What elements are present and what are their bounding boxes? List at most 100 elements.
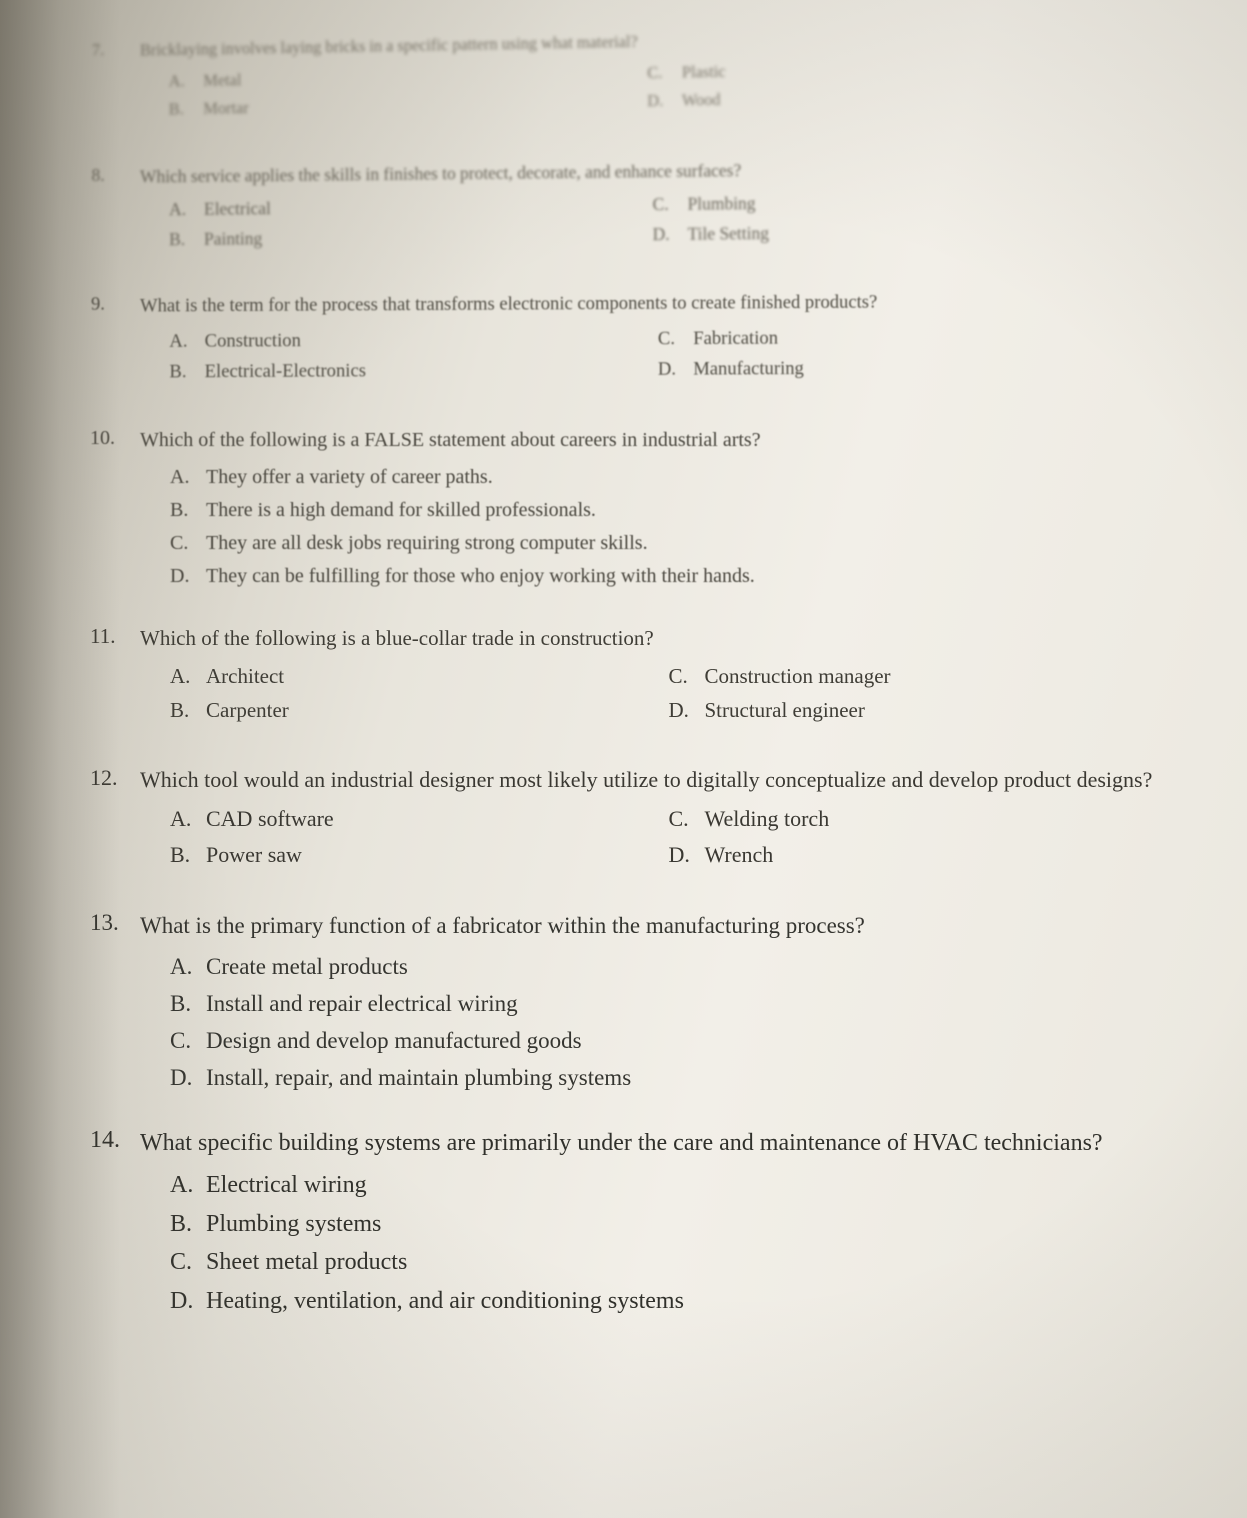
option-letter: C. bbox=[658, 326, 693, 351]
option-text: CAD software bbox=[206, 804, 334, 834]
option-text: Sheet metal products bbox=[206, 1246, 407, 1278]
option-c: C.They are all desk jobs requiring stron… bbox=[170, 530, 1167, 557]
option-text: Metal bbox=[203, 70, 241, 93]
options-right: C.Welding torch D.Wrench bbox=[669, 804, 1168, 875]
option-d: D.Manufacturing bbox=[658, 354, 1147, 382]
option-letter: A. bbox=[169, 71, 204, 94]
option-text: Heating, ventilation, and air conditioni… bbox=[206, 1285, 684, 1317]
options-left: A.CAD software B.Power saw bbox=[170, 804, 669, 875]
option-c: C.Construction manager bbox=[669, 662, 1168, 690]
option-c: C.Plastic bbox=[647, 54, 1126, 84]
option-letter: A. bbox=[170, 1169, 206, 1201]
option-letter: C. bbox=[170, 1246, 206, 1278]
option-d: D.They can be fulfilling for those who e… bbox=[170, 563, 1167, 590]
options: A.They offer a variety of career paths. … bbox=[170, 464, 1167, 590]
option-text: Structural engineer bbox=[705, 696, 865, 724]
question-14: 14. What specific building systems are p… bbox=[140, 1127, 1167, 1317]
option-c: C.Sheet metal products bbox=[170, 1246, 1167, 1278]
option-d: D.Install, repair, and maintain plumbing… bbox=[170, 1062, 1167, 1093]
option-letter: A. bbox=[170, 951, 206, 982]
option-c: C.Plumbing bbox=[653, 188, 1137, 217]
option-letter: A. bbox=[170, 464, 206, 491]
option-letter: B. bbox=[169, 359, 204, 384]
option-letter: B. bbox=[170, 840, 206, 870]
options-left: A.Construction B.Electrical-Electronics bbox=[169, 326, 658, 391]
option-text: Install, repair, and maintain plumbing s… bbox=[206, 1062, 631, 1093]
question-number: 13. bbox=[90, 910, 119, 936]
option-letter: B. bbox=[170, 696, 206, 724]
options: A.Construction B.Electrical-Electronics … bbox=[169, 323, 1146, 390]
option-c: C.Welding torch bbox=[669, 804, 1168, 834]
option-text: They offer a variety of career paths. bbox=[206, 464, 493, 491]
option-text: Electrical-Electronics bbox=[205, 358, 366, 384]
option-text: Install and repair electrical wiring bbox=[206, 988, 518, 1019]
question-number: 12. bbox=[90, 765, 118, 791]
question-number: 8. bbox=[92, 165, 105, 186]
option-b: B.There is a high demand for skilled pro… bbox=[170, 497, 1167, 524]
option-a: A.Electrical bbox=[169, 193, 653, 222]
option-text: Plastic bbox=[682, 61, 726, 84]
option-text: Design and develop manufactured goods bbox=[206, 1025, 582, 1056]
option-text: Construction bbox=[205, 328, 301, 354]
option-letter: D. bbox=[647, 90, 682, 113]
question-text: What is the primary function of a fabric… bbox=[140, 910, 1167, 941]
question-number: 10. bbox=[90, 427, 115, 450]
quiz-page: 7. Bricklaying involves laying bricks in… bbox=[0, 0, 1247, 1391]
option-text: Manufacturing bbox=[693, 356, 804, 382]
option-text: Create metal products bbox=[206, 951, 408, 982]
option-text: Tile Setting bbox=[688, 221, 769, 245]
question-8: 8. Which service applies the skills in f… bbox=[140, 154, 1136, 256]
option-a: A.They offer a variety of career paths. bbox=[170, 464, 1167, 491]
option-a: A.Electrical wiring bbox=[170, 1169, 1167, 1201]
option-text: Electrical wiring bbox=[206, 1169, 367, 1201]
option-text: Plumbing systems bbox=[206, 1208, 381, 1240]
option-letter: B. bbox=[169, 98, 204, 121]
option-c: C.Fabrication bbox=[658, 323, 1147, 351]
options: A.CAD software B.Power saw C.Welding tor… bbox=[170, 804, 1167, 875]
option-text: Fabrication bbox=[693, 325, 778, 351]
option-text: There is a high demand for skilled profe… bbox=[206, 497, 596, 524]
question-text: What is the term for the process that tr… bbox=[140, 288, 1146, 318]
option-text: Carpenter bbox=[206, 696, 289, 724]
option-letter: C. bbox=[170, 530, 206, 557]
question-12: 12. Which tool would an industrial desig… bbox=[140, 765, 1167, 876]
option-letter: C. bbox=[647, 62, 682, 85]
option-letter: C. bbox=[170, 1025, 206, 1056]
option-b: B.Carpenter bbox=[170, 696, 669, 724]
option-letter: D. bbox=[170, 563, 206, 590]
option-text: Power saw bbox=[206, 840, 302, 870]
option-a: A.Metal bbox=[169, 63, 648, 93]
option-d: D.Heating, ventilation, and air conditio… bbox=[170, 1285, 1167, 1317]
option-letter: A. bbox=[170, 662, 206, 690]
option-letter: B. bbox=[170, 988, 206, 1019]
option-d: D.Wood bbox=[647, 82, 1126, 112]
question-text: Which of the following is a blue-collar … bbox=[140, 624, 1167, 652]
question-text: Which service applies the skills in fini… bbox=[140, 154, 1136, 188]
question-9: 9. What is the term for the process that… bbox=[140, 288, 1146, 390]
option-text: They are all desk jobs requiring strong … bbox=[206, 530, 648, 557]
options: A.Create metal products B.Install and re… bbox=[170, 951, 1167, 1093]
question-10: 10. Which of the following is a FALSE st… bbox=[140, 427, 1167, 590]
option-b: B.Painting bbox=[169, 222, 653, 251]
option-letter: D. bbox=[170, 1062, 206, 1093]
question-text: What specific building systems are prima… bbox=[140, 1127, 1167, 1159]
options-left: A.Architect B.Carpenter bbox=[170, 662, 669, 731]
option-letter: A. bbox=[169, 328, 204, 353]
option-a: A.Architect bbox=[170, 662, 669, 690]
question-number: 11. bbox=[90, 624, 115, 649]
question-number: 14. bbox=[90, 1127, 120, 1154]
option-letter: B. bbox=[169, 227, 204, 251]
options: A.Electrical B.Painting C.Plumbing D.Til… bbox=[169, 188, 1136, 257]
question-11: 11. Which of the following is a blue-col… bbox=[140, 624, 1167, 731]
option-b: B.Mortar bbox=[169, 91, 648, 121]
option-text: Painting bbox=[204, 226, 262, 250]
option-text: Architect bbox=[206, 662, 284, 690]
option-text: Electrical bbox=[204, 197, 271, 221]
question-number: 7. bbox=[92, 41, 104, 60]
option-d: D.Wrench bbox=[669, 840, 1168, 870]
option-letter: D. bbox=[653, 222, 688, 246]
option-letter: C. bbox=[669, 662, 705, 690]
option-letter: C. bbox=[669, 804, 705, 834]
option-a: A.Construction bbox=[169, 326, 658, 354]
option-text: Wrench bbox=[705, 840, 774, 870]
